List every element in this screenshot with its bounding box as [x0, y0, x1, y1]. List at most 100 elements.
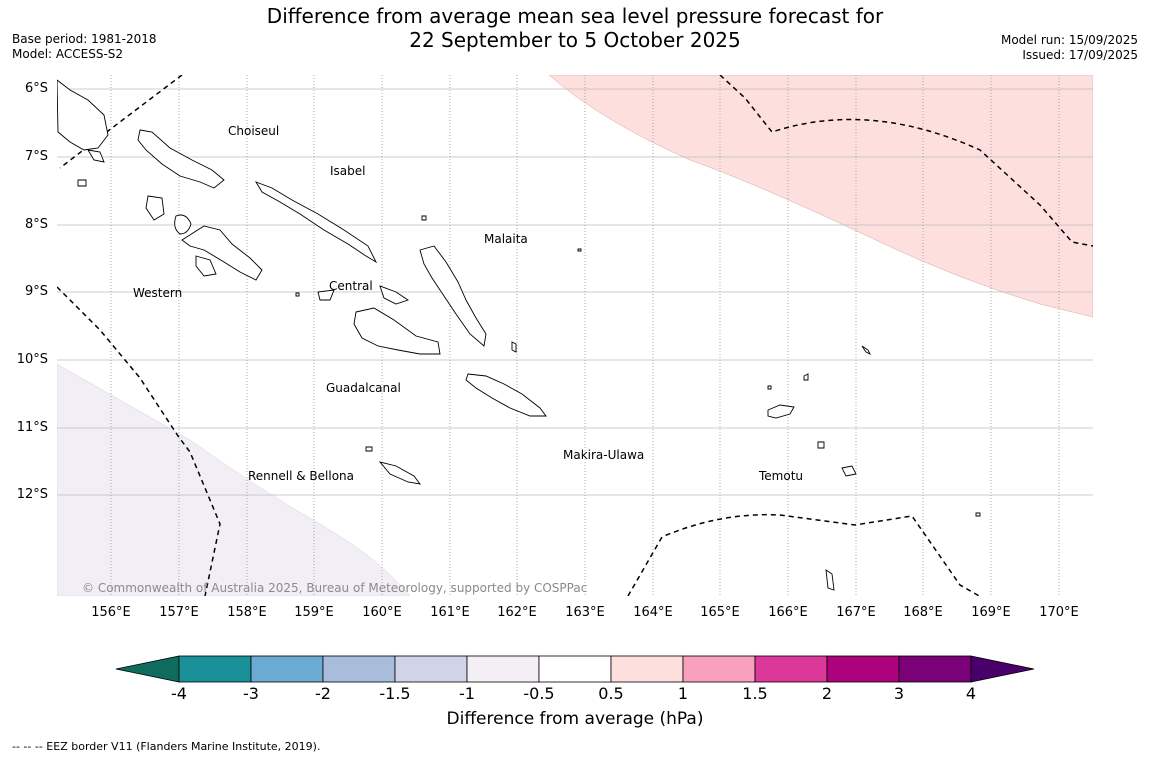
issued-date: Issued: 17/09/2025 [1022, 48, 1138, 62]
colorbar-segment [466, 655, 540, 683]
colorbar-under-triangle [115, 655, 180, 683]
colorbar-segment [610, 655, 684, 683]
chart-title-line1: Difference from average mean sea level p… [266, 4, 884, 28]
rennell-island [378, 461, 422, 485]
lon-label: 167°E [836, 605, 876, 620]
lon-label: 166°E [768, 605, 808, 620]
lon-label: 159°E [294, 605, 334, 620]
province-label-rennell-bellona: Rennell & Bellona [248, 469, 355, 483]
map-area [57, 75, 1093, 596]
colorbar-tick: 0.5 [598, 684, 624, 703]
colorbar-tick: -1 [459, 684, 475, 703]
colorbar-segment [538, 655, 612, 683]
florida-islands [317, 289, 335, 301]
colorbar-segment [682, 655, 756, 683]
small-isle-b [421, 215, 427, 221]
reef-islands [803, 373, 809, 381]
colorbar-segment [394, 655, 468, 683]
province-label-malaita: Malaita [484, 232, 528, 246]
negative-anomaly-region [57, 363, 411, 596]
islands [57, 79, 981, 591]
tikopia-island [825, 569, 835, 591]
small-isle-a [295, 292, 300, 297]
province-label-choiseul: Choiseul [228, 124, 280, 138]
province-label-central: Central [329, 279, 373, 293]
lat-label: 10°S [16, 352, 48, 367]
kolombangara-island [174, 214, 192, 235]
colorbar-tick: -4 [171, 684, 187, 703]
small-isle-c [577, 248, 582, 252]
colorbar-tick: 1.5 [742, 684, 768, 703]
malaita-island [419, 245, 487, 347]
colorbar-over-triangle [970, 655, 1035, 683]
choiseul-island [137, 129, 225, 189]
model-run: Model run: 15/09/2025 [1000, 33, 1138, 47]
model-name: Model: ACCESS-S2 [12, 47, 124, 61]
positive-anomaly-region [548, 75, 1093, 318]
rendova-island [195, 255, 217, 277]
colorbar-tick: 3 [893, 684, 905, 703]
colorbar-tick: -1.5 [379, 684, 411, 703]
shortland-islands [77, 179, 87, 187]
chart-title-line2: 22 September to 5 October 2025 [409, 28, 741, 52]
lon-label: 157°E [159, 605, 199, 620]
lon-label: 165°E [700, 605, 740, 620]
eez-borders [57, 75, 1093, 596]
colorbar-tick: 4 [965, 684, 977, 703]
eez-legend-note: -- -- -- EEZ border V11 (Flanders Marine… [12, 740, 321, 753]
lon-label: 168°E [903, 605, 943, 620]
colorbar-segment [178, 655, 252, 683]
province-label-isabel: Isabel [330, 164, 366, 178]
lat-label: 9°S [24, 284, 48, 299]
base-period: Base period: 1981-2018 [12, 32, 157, 46]
lat-label: 7°S [24, 149, 48, 164]
lon-label: 158°E [227, 605, 267, 620]
vanikoro-island [841, 465, 857, 477]
colorbar-tick: -3 [243, 684, 259, 703]
small-malaita-island [511, 341, 517, 353]
vella-lavella-island [145, 195, 165, 221]
lat-label: 12°S [16, 487, 48, 502]
lat-gridlines [57, 88, 1093, 496]
lon-label: 164°E [633, 605, 673, 620]
colorbar-tick: -2 [315, 684, 331, 703]
colorbar-segment [754, 655, 828, 683]
ontong-java-atoll [861, 345, 872, 356]
russell-islands [379, 285, 410, 305]
province-label-makira-ulawa: Makira-Ulawa [563, 448, 645, 462]
colorbar [115, 655, 1035, 683]
lon-label: 169°E [971, 605, 1011, 620]
province-label-guadalcanal: Guadalcanal [326, 381, 401, 395]
lat-label: 8°S [24, 217, 48, 232]
anuta-island [975, 512, 981, 517]
santa-cruz-nendo-island [767, 404, 795, 419]
buka-island [87, 149, 105, 163]
lat-label: 11°S [16, 420, 48, 435]
utupua-island [817, 441, 825, 449]
makira-island [465, 373, 547, 417]
colorbar-tick: 1 [677, 684, 689, 703]
lon-label: 161°E [430, 605, 470, 620]
lon-label: 162°E [497, 605, 537, 620]
colorbar-tick: 2 [821, 684, 833, 703]
santa-isabel-island [254, 181, 378, 264]
new-georgia-island [181, 225, 263, 281]
colorbar-segment [322, 655, 396, 683]
lon-label: 170°E [1039, 605, 1079, 620]
lat-label: 6°S [24, 81, 48, 96]
copyright-notice: © Commonwealth of Australia 2025, Bureau… [82, 581, 588, 595]
colorbar-tick: -0.5 [523, 684, 555, 703]
small-isle-d [767, 385, 772, 390]
guadalcanal-island [353, 307, 441, 355]
colorbar-label: Difference from average (hPa) [446, 709, 704, 729]
colorbar-segment [898, 655, 972, 683]
lon-label: 156°E [91, 605, 131, 620]
lon-label: 160°E [362, 605, 402, 620]
lon-label: 163°E [565, 605, 605, 620]
colorbar-segment [250, 655, 324, 683]
colorbar-segments [178, 655, 972, 683]
province-label-western: Western [133, 286, 183, 300]
colorbar-segment [826, 655, 900, 683]
bellona-island [365, 446, 373, 452]
